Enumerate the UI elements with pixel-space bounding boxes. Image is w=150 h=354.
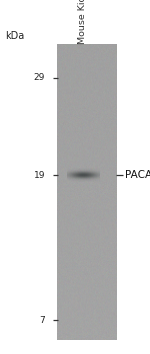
- Text: Mouse Kidney: Mouse Kidney: [78, 0, 87, 44]
- Text: PACAP: PACAP: [125, 170, 150, 180]
- Text: 29: 29: [34, 73, 45, 82]
- Text: 19: 19: [33, 171, 45, 180]
- Text: 7: 7: [39, 316, 45, 325]
- Text: kDa: kDa: [5, 31, 24, 41]
